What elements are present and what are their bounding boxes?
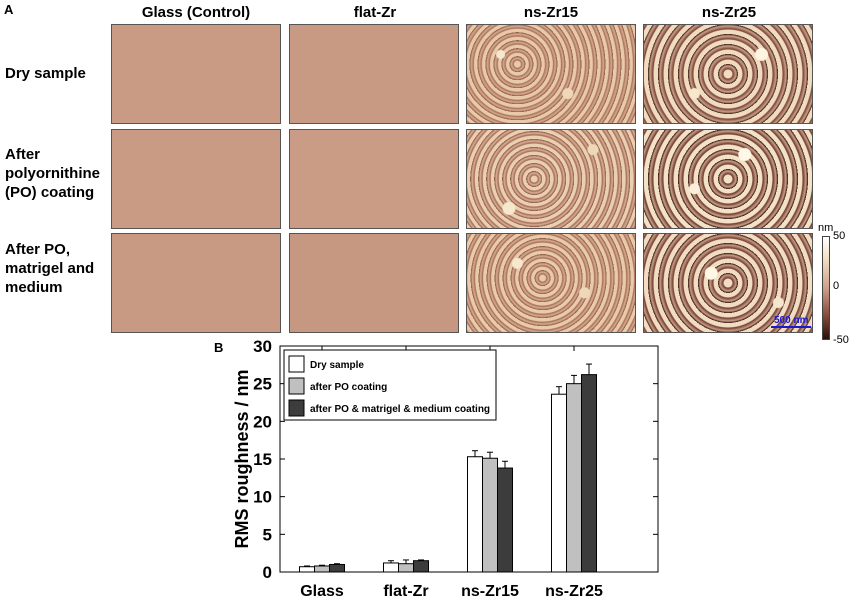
bar xyxy=(581,374,597,573)
colorbar-mid: 0 xyxy=(833,280,840,292)
y-tick-label: 0 xyxy=(263,563,272,582)
column-header-ns-zr15: ns-Zr15 xyxy=(523,4,579,21)
legend-label: Dry sample xyxy=(310,360,364,371)
y-tick-label: 15 xyxy=(253,450,272,469)
column-header-flat-zr: flat-Zr xyxy=(353,4,397,21)
bar xyxy=(299,566,315,573)
y-tick-label: 5 xyxy=(263,525,272,544)
row-header-po-matrigel-medium: After PO, matrigel and medium xyxy=(5,241,95,296)
colorbar-unit: nm xyxy=(818,222,834,234)
afm-image-ns-zr15-dry xyxy=(466,24,636,124)
bar xyxy=(383,562,399,573)
bar xyxy=(329,563,345,573)
afm-image-glass-full xyxy=(111,233,281,333)
bar xyxy=(497,467,513,573)
colorbar-max: 50 xyxy=(833,230,846,242)
bar xyxy=(398,563,414,573)
afm-image-flat-zr-po xyxy=(289,129,459,229)
afm-image-glass-po xyxy=(111,129,281,229)
panel-b-letter: B xyxy=(214,340,224,355)
afm-image-glass-dry xyxy=(111,24,281,124)
x-tick-label: ns-Zr25 xyxy=(545,583,603,600)
panel-a-letter: A xyxy=(4,2,14,17)
x-tick-label: ns-Zr15 xyxy=(461,583,519,600)
legend-label: after PO coating xyxy=(310,382,387,393)
y-tick-label: 20 xyxy=(253,412,272,431)
bar xyxy=(482,457,498,573)
legend-swatch xyxy=(288,399,305,417)
bar xyxy=(314,565,330,573)
y-axis-label: RMS roughness / nm xyxy=(232,369,252,548)
legend-swatch xyxy=(288,377,305,395)
x-tick-label: Glass xyxy=(300,583,344,600)
afm-image-flat-zr-full xyxy=(289,233,459,333)
scale-bar xyxy=(771,326,811,328)
colorbar xyxy=(822,236,830,340)
bar xyxy=(551,393,567,573)
colorbar-min: -50 xyxy=(833,334,849,346)
afm-image-ns-zr25-po xyxy=(643,129,813,229)
y-tick-label: 30 xyxy=(253,337,272,356)
legend-swatch xyxy=(288,355,305,373)
x-tick-label: flat-Zr xyxy=(383,583,428,600)
afm-image-ns-zr15-full xyxy=(466,233,636,333)
afm-image-flat-zr-dry xyxy=(289,24,459,124)
row-header-dry: Dry sample xyxy=(5,65,86,82)
legend-label: after PO & matrigel & medium coating xyxy=(310,404,490,415)
bar xyxy=(413,560,429,573)
y-tick-label: 25 xyxy=(253,375,272,394)
row-header-po-coating: After polyornithine (PO) coating xyxy=(5,146,100,201)
afm-image-ns-zr25-full xyxy=(643,233,813,333)
y-tick-label: 10 xyxy=(253,488,272,507)
scale-bar-label: 500 nm xyxy=(774,315,809,326)
bar xyxy=(566,383,582,573)
bar xyxy=(467,456,483,573)
column-header-ns-zr25: ns-Zr25 xyxy=(701,4,757,21)
afm-image-ns-zr15-po xyxy=(466,129,636,229)
column-header-glass: Glass (Control) xyxy=(141,4,251,21)
afm-image-ns-zr25-dry xyxy=(643,24,813,124)
legend-box xyxy=(283,349,497,421)
